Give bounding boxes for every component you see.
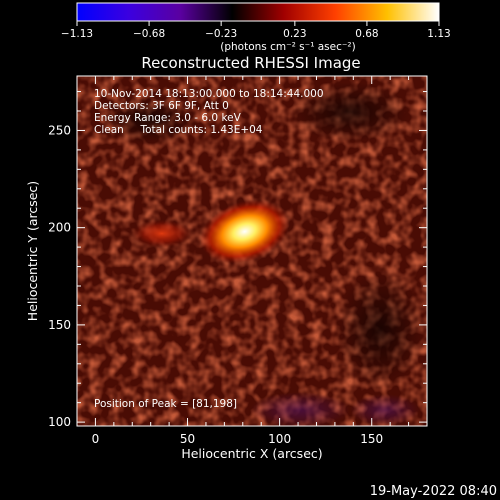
y-tick-label: 100 — [48, 415, 71, 429]
secondary-source — [131, 219, 192, 248]
colorbar-tick-label: 0.23 — [283, 28, 306, 40]
colorbar-tick-label: −1.13 — [61, 28, 93, 40]
colorbar — [76, 2, 440, 22]
observation-info: 10-Nov-2014 18:13:00.000 to 18:14:44.000… — [94, 88, 324, 136]
info-line: Detectors: 3F 6F 9F, Att 0 — [94, 100, 229, 112]
x-axis-label: Heliocentric X (arcsec) — [181, 446, 322, 461]
primary-source — [199, 199, 290, 264]
y-axis-label: Heliocentric Y (arcsec) — [25, 181, 40, 321]
plot-frame — [76, 75, 428, 427]
x-tick-label: 100 — [268, 432, 291, 446]
x-tick-label: 0 — [92, 432, 100, 446]
colorbar-units-label: (photons cm⁻² s⁻¹ asec⁻²) — [220, 41, 355, 53]
colorbar-tick-label: 0.68 — [355, 28, 378, 40]
heatmap-image — [77, 76, 427, 426]
x-tick-label: 50 — [180, 432, 195, 446]
x-tick-label: 150 — [360, 432, 383, 446]
axis-ticks: 0 50 100 150 100 150 200 250 — [48, 76, 428, 446]
colorbar-tick-label: −0.68 — [133, 28, 165, 40]
render-timestamp: 19-May-2022 08:40 — [370, 484, 497, 499]
y-tick-label: 250 — [48, 123, 71, 137]
y-tick-label: 150 — [48, 318, 71, 332]
info-line: Clean Total counts: 1.43E+04 — [94, 124, 263, 136]
chart-title: Reconstructed RHESSI Image — [141, 54, 360, 72]
info-line: 10-Nov-2014 18:13:00.000 to 18:14:44.000 — [94, 88, 324, 100]
colorbar-tick-label: −0.23 — [205, 28, 237, 40]
colorbar-ticks: −1.13 −0.68 −0.23 0.23 0.68 1.13 — [61, 21, 451, 40]
peak-position-label: Position of Peak = [81,198] — [94, 398, 237, 410]
y-tick-label: 200 — [48, 221, 71, 235]
colorbar-tick-label: 1.13 — [427, 28, 450, 40]
info-line: Energy Range: 3.0 - 6.0 keV — [94, 112, 242, 124]
